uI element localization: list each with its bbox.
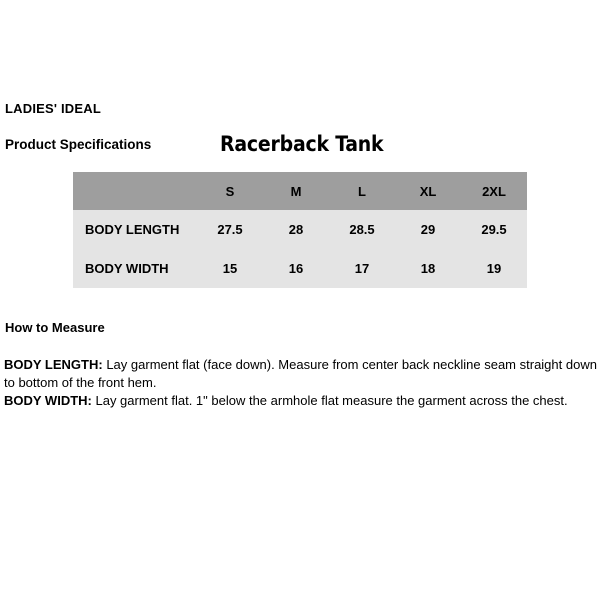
table-header: S M L XL 2XL [73,172,527,210]
cell-body-length-s: 27.5 [217,222,243,237]
measure-text-body-width: Lay garment flat. 1" below the armhole f… [91,393,568,408]
table-header-row: S M L XL 2XL [73,172,527,210]
cell-body-width-s: 15 [222,261,238,276]
measure-paragraph-body-length: BODY LENGTH: Lay garment flat (face down… [4,356,598,391]
cell-body-length-l: 28.5 [349,222,375,237]
measure-text-body-length: Lay garment flat (face down). Measure fr… [4,357,597,390]
cell-body-width-xl: 18 [420,261,436,276]
how-to-measure-body: BODY LENGTH: Lay garment flat (face down… [4,356,598,411]
table-body: BODY LENGTH 27.5 28 28.5 29 29.5 BODY WI… [73,210,527,288]
product-specifications-label: Product Specifications [5,137,152,152]
column-header-2xl: 2XL [482,183,506,199]
product-title: Racerback Tank [220,132,384,156]
table-row: BODY WIDTH 15 16 17 18 19 [73,249,527,288]
column-header-l: L [358,183,366,199]
column-header-xl: XL [419,183,437,199]
measure-term-body-width: BODY WIDTH: [4,393,92,408]
cell-body-width-l: 17 [354,261,370,276]
cell-body-width-m: 16 [288,261,304,276]
cell-body-length-xl: 29 [420,222,436,237]
cell-body-length-m: 28 [288,222,304,237]
measure-term-body-length: BODY LENGTH: [4,357,103,372]
column-header-m: M [290,183,302,199]
row-label-body-length: BODY LENGTH [85,222,180,237]
table-row: BODY LENGTH 27.5 28 28.5 29 29.5 [73,210,527,249]
brand-line: LADIES' IDEAL [5,101,101,116]
cell-body-length-2xl: 29.5 [481,222,507,237]
measure-paragraph-body-width: BODY WIDTH: Lay garment flat. 1" below t… [4,392,598,410]
column-header-s: S [225,183,235,199]
cell-body-width-2xl: 19 [486,261,502,276]
how-to-measure-heading: How to Measure [5,320,105,335]
specifications-table: S M L XL 2XL BODY LENGTH 27.5 28 28.5 29… [73,172,527,288]
row-label-body-width: BODY WIDTH [85,261,169,276]
table-corner-cell [73,172,197,210]
